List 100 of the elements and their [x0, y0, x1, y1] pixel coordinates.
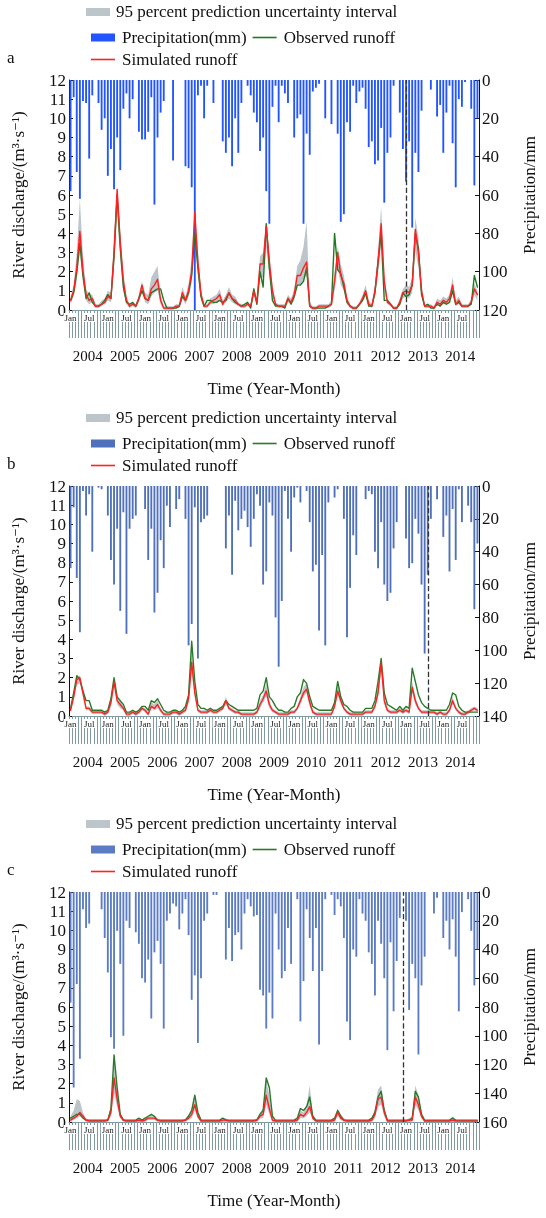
- y2-tick-label: 40: [482, 147, 499, 167]
- legend-label: Simulated runoff: [122, 862, 238, 881]
- x-tick-label: Jan: [288, 1124, 301, 1135]
- y2-tick-label: 60: [482, 185, 499, 205]
- text: 2006: [147, 347, 178, 364]
- y2-tick-label: 80: [482, 607, 499, 627]
- x-tick-label: Jul: [233, 718, 245, 729]
- y-tick-label: 7: [57, 978, 67, 998]
- x-tick-label: Jul: [456, 718, 468, 729]
- text: 2010: [296, 753, 327, 770]
- y-tick-label: 6: [57, 997, 66, 1017]
- x-tick-label: Jul: [195, 312, 207, 323]
- x-tick-label: Jan: [176, 1124, 189, 1135]
- x-tick-label: Jan: [325, 1124, 338, 1135]
- x-axis-title: Time (Year-Month): [207, 1191, 341, 1210]
- legend-label: Simulated runoff: [122, 50, 238, 69]
- x-tick-label: Jul: [382, 718, 394, 729]
- text: 2010: [296, 347, 327, 364]
- y2-tick-label: 140: [482, 706, 508, 726]
- y-tick-label: 10: [49, 920, 66, 940]
- text: 2004: [72, 1159, 104, 1176]
- y2-tick-label: 120: [482, 300, 508, 320]
- text: 2014: [445, 1159, 476, 1176]
- y-tick-label: 0: [57, 706, 66, 726]
- x-tick-label: Jan: [400, 1124, 413, 1135]
- y-axis-title: River discharge/(m³·s⁻¹): [9, 923, 28, 1091]
- text: 2014: [445, 753, 476, 770]
- x-tick-label: Jul: [83, 312, 95, 323]
- x-tick-label: Jan: [213, 312, 227, 323]
- text: 2014: [445, 347, 476, 364]
- chart-title: a: [7, 48, 15, 67]
- y-tick-label: 4: [57, 223, 67, 243]
- text: 2007: [184, 753, 215, 770]
- y2-tick-label: 20: [482, 108, 499, 128]
- y-tick-label: 12: [49, 70, 66, 90]
- x-tick-label: Jan: [400, 312, 413, 323]
- x-tick-label: Jul: [121, 312, 133, 323]
- x-tick-label: Jan: [362, 1124, 376, 1135]
- y2-tick-label: 120: [482, 673, 508, 693]
- x-tick-label: Jul: [419, 312, 431, 323]
- y2-tick-label: 140: [482, 1083, 508, 1103]
- x-axis-title: Time (Year-Month): [207, 785, 341, 804]
- y2-tick-label: 100: [482, 1026, 508, 1046]
- x-tick-label: Jul: [195, 1124, 207, 1135]
- x-tick-label: Jul: [270, 718, 282, 729]
- y2-tick-label: 100: [482, 640, 508, 660]
- x-tick-label: Jan: [101, 718, 115, 729]
- text: 2012: [370, 753, 401, 770]
- x-tick-label: Jan: [176, 312, 189, 323]
- y2-tick-label: 0: [482, 476, 491, 496]
- x-tick-label: Jul: [83, 718, 95, 729]
- text: 2008: [221, 347, 252, 364]
- x-tick-label: Jul: [233, 312, 245, 323]
- x-tick-label: Jan: [288, 312, 301, 323]
- text: 2013: [408, 347, 439, 364]
- text: 2009: [259, 753, 289, 770]
- text: 2008: [221, 753, 252, 770]
- x-tick-label: Jul: [233, 1124, 245, 1135]
- legend-label: Observed runoff: [283, 840, 396, 859]
- y2-axis-title: Precipitation/mm: [520, 947, 539, 1067]
- y2-tick-label: 40: [482, 940, 499, 959]
- x-tick-label: Jul: [158, 312, 170, 323]
- x-tick-label: Jan: [64, 718, 78, 729]
- y-tick-label: 3: [57, 649, 66, 668]
- y2-tick-label: 0: [482, 882, 491, 902]
- y-tick-label: 9: [57, 940, 66, 959]
- text: 2012: [370, 347, 401, 364]
- x-tick-label: Jan: [139, 312, 152, 323]
- y-tick-label: 3: [57, 243, 66, 262]
- y2-tick-label: 80: [482, 997, 499, 1017]
- text: 95 percent prediction uncertainty interval: [116, 2, 398, 22]
- text: 2013: [408, 753, 439, 770]
- legend-label: Observed runoff: [283, 434, 396, 453]
- x-tick-label: Jan: [437, 312, 450, 323]
- x-tick-label: Jul: [158, 718, 170, 729]
- x-tick-label: Jul: [344, 312, 356, 323]
- text: 2011: [333, 347, 364, 364]
- x-tick-label: Jul: [307, 312, 319, 323]
- x-tick-label: Jan: [139, 1124, 152, 1135]
- x-tick-label: Jan: [362, 718, 376, 729]
- y-axis-title: River discharge/(m³·s⁻¹): [9, 517, 28, 685]
- y2-tick-label: 60: [482, 575, 499, 595]
- y-tick-label: 2: [57, 1074, 66, 1094]
- x-tick-label: Jan: [176, 718, 189, 729]
- legend-label: Precipitation(mm): [122, 840, 247, 859]
- x-tick-label: Jul: [307, 718, 319, 729]
- y-tick-label: 11: [49, 901, 66, 921]
- x-tick-label: Jul: [419, 718, 431, 729]
- y-tick-label: 11: [49, 495, 66, 515]
- y2-tick-label: 160: [482, 1112, 508, 1132]
- y-tick-label: 2: [57, 262, 66, 282]
- text: 2011: [333, 1159, 364, 1176]
- y-tick-label: 1: [57, 281, 66, 301]
- x-tick-label: Jan: [101, 1124, 115, 1135]
- x-tick-label: Jul: [344, 718, 356, 729]
- x-tick-label: Jan: [325, 718, 338, 729]
- x-tick-label: Jul: [419, 1124, 431, 1135]
- x-tick-label: Jan: [362, 312, 376, 323]
- text: 2005: [109, 753, 140, 770]
- y2-axis-title: Precipitation/mm: [520, 541, 539, 661]
